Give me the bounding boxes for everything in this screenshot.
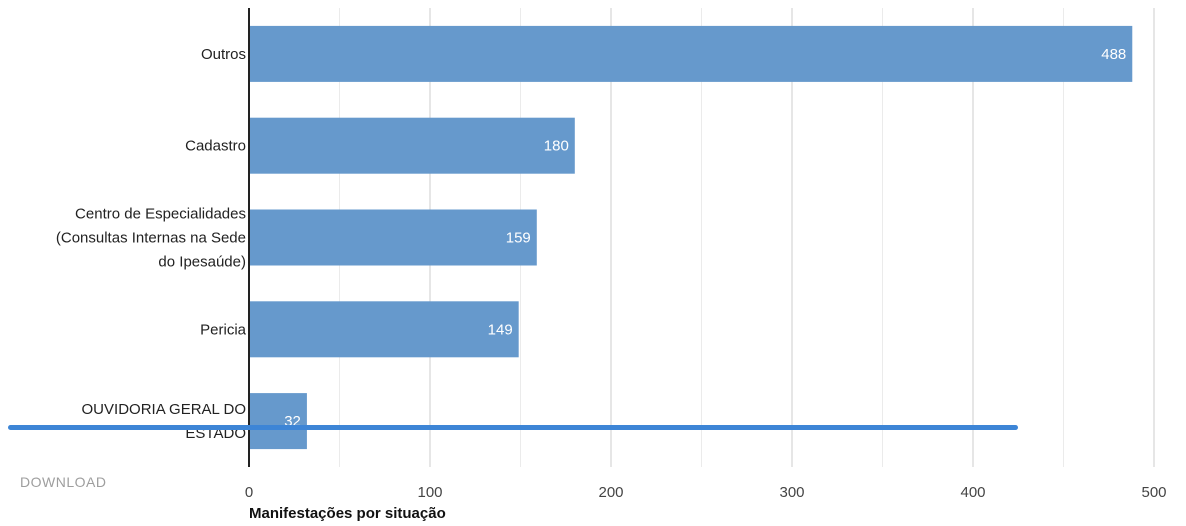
x-tick-labels: 0 100 200 300 400 500 (245, 484, 1167, 501)
x-tick-label: 400 (960, 484, 985, 501)
x-axis-title: Manifestações por situação (249, 505, 446, 522)
x-tick-label: 500 (1141, 484, 1166, 501)
bar (249, 393, 307, 450)
bar (249, 25, 1133, 82)
category-label: OUVIDORIA GERAL DO ESTADO (82, 401, 246, 442)
category-label: Cadastro (185, 138, 246, 155)
bar (249, 209, 537, 266)
category-label: Outros (201, 46, 246, 63)
category-label: Pericia (200, 321, 247, 338)
data-label: 488 (1101, 46, 1126, 63)
category-labels: Outros Cadastro Centro de Especialidades (C… (56, 46, 247, 442)
horizontal-scrollbar[interactable] (8, 425, 1018, 430)
bar (249, 301, 519, 358)
bar (249, 117, 575, 174)
x-tick-label: 300 (779, 484, 804, 501)
data-label: 159 (506, 230, 531, 247)
category-label: Centro de Especialidades (Consultas Inter… (56, 206, 246, 271)
grid-lines (339, 8, 1155, 467)
bars (249, 25, 1133, 450)
x-tick-label: 100 (417, 484, 442, 501)
x-tick-label: 200 (598, 484, 623, 501)
data-label: 180 (544, 138, 569, 155)
data-label: 149 (488, 321, 513, 338)
x-tick-label: 0 (245, 484, 253, 501)
download-button[interactable]: DOWNLOAD (20, 474, 107, 490)
